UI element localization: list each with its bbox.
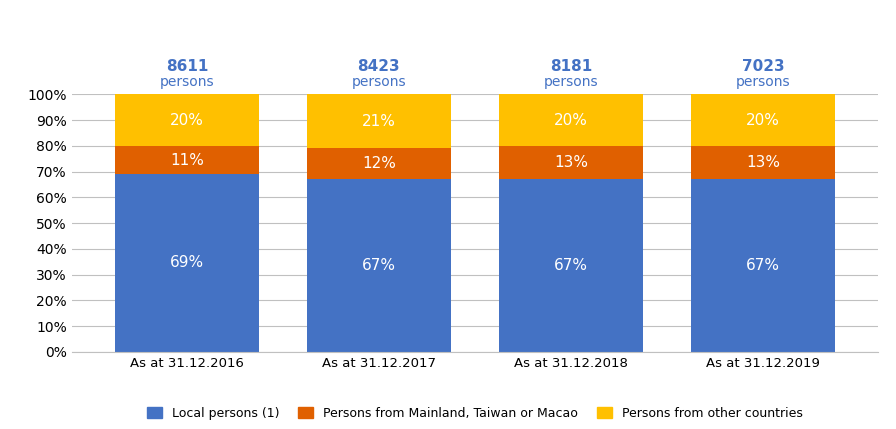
Text: persons: persons (351, 75, 406, 89)
Bar (306, 179, 451, 352)
Bar (691, 146, 835, 179)
Text: 13%: 13% (745, 155, 780, 170)
Text: 7023: 7023 (742, 59, 784, 74)
Bar (115, 146, 259, 174)
Bar (499, 94, 642, 146)
Bar (115, 94, 259, 146)
Text: 67%: 67% (745, 258, 780, 273)
Text: 12%: 12% (362, 157, 396, 171)
Text: 8611: 8611 (166, 59, 208, 74)
Text: persons: persons (736, 75, 790, 89)
Text: 20%: 20% (170, 113, 203, 127)
Text: 69%: 69% (170, 256, 204, 270)
Bar (691, 94, 835, 146)
Text: 11%: 11% (170, 153, 203, 167)
Text: 21%: 21% (362, 114, 396, 129)
Text: 13%: 13% (554, 155, 588, 170)
Bar (115, 174, 259, 352)
Text: persons: persons (159, 75, 214, 89)
Text: persons: persons (544, 75, 599, 89)
Bar (691, 179, 835, 352)
Bar (306, 148, 451, 179)
Legend: Local persons (1), Persons from Mainland, Taiwan or Macao, Persons from other co: Local persons (1), Persons from Mainland… (142, 402, 808, 425)
Text: 20%: 20% (746, 113, 780, 127)
Text: 8181: 8181 (550, 59, 592, 74)
Text: 67%: 67% (362, 258, 396, 273)
Bar (499, 146, 642, 179)
Bar (306, 94, 451, 148)
Bar (499, 179, 642, 352)
Text: 67%: 67% (554, 258, 588, 273)
Text: 8423: 8423 (358, 59, 401, 74)
Text: 20%: 20% (554, 113, 588, 127)
